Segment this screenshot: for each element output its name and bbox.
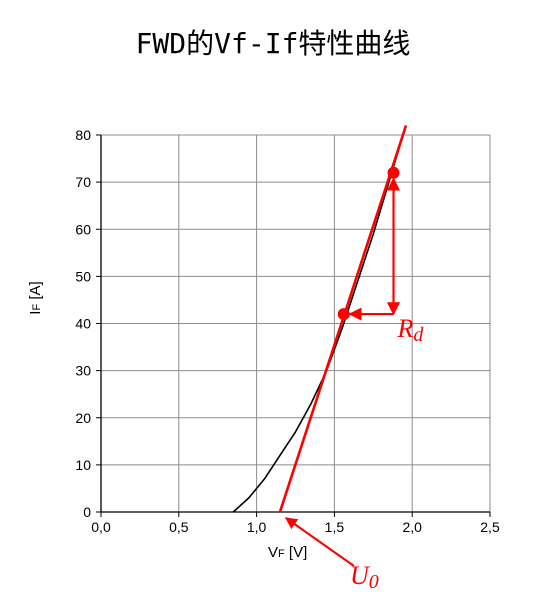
series-layer (232, 125, 408, 513)
grid-lines (100, 134, 491, 513)
annotation-layer: Rd U0 (284, 177, 425, 593)
vf-if-curve (232, 125, 407, 513)
x-tick-label: 2,0 (402, 519, 422, 535)
y-tick-label: 0 (83, 504, 91, 520)
x-axis-label: VF [V] (268, 544, 307, 561)
axes: 0,0 0,5 1,0 1,5 2,0 2,5 0 10 20 30 40 50 60 70 80 VF [V… (27, 127, 500, 561)
chart-title: FWD的Vf-If特性曲线 (135, 27, 411, 60)
u0-annotation: U0 (350, 561, 379, 593)
u0-arrow (284, 517, 355, 567)
y-tick-label: 80 (75, 127, 91, 143)
x-tick-label: 2,5 (480, 519, 500, 535)
y-tick-label: 40 (75, 316, 91, 332)
rd-annotation: Rd (397, 314, 425, 346)
y-axis-label: IF [A] (27, 281, 44, 314)
x-tick-label: 1,0 (247, 519, 267, 535)
y-tick-label: 30 (75, 363, 91, 379)
y-tick-label: 70 (75, 174, 91, 190)
y-tick-label: 50 (75, 268, 91, 284)
y-tick-label: 10 (75, 457, 91, 473)
y-tick-label: 60 (75, 221, 91, 237)
x-tick-label: 1,5 (325, 519, 345, 535)
marked-point (337, 308, 350, 321)
y-tick-label: 20 (75, 410, 91, 426)
x-tick-label: 0,0 (91, 519, 111, 535)
marked-point (387, 166, 400, 179)
x-tick-label: 0,5 (169, 519, 189, 535)
